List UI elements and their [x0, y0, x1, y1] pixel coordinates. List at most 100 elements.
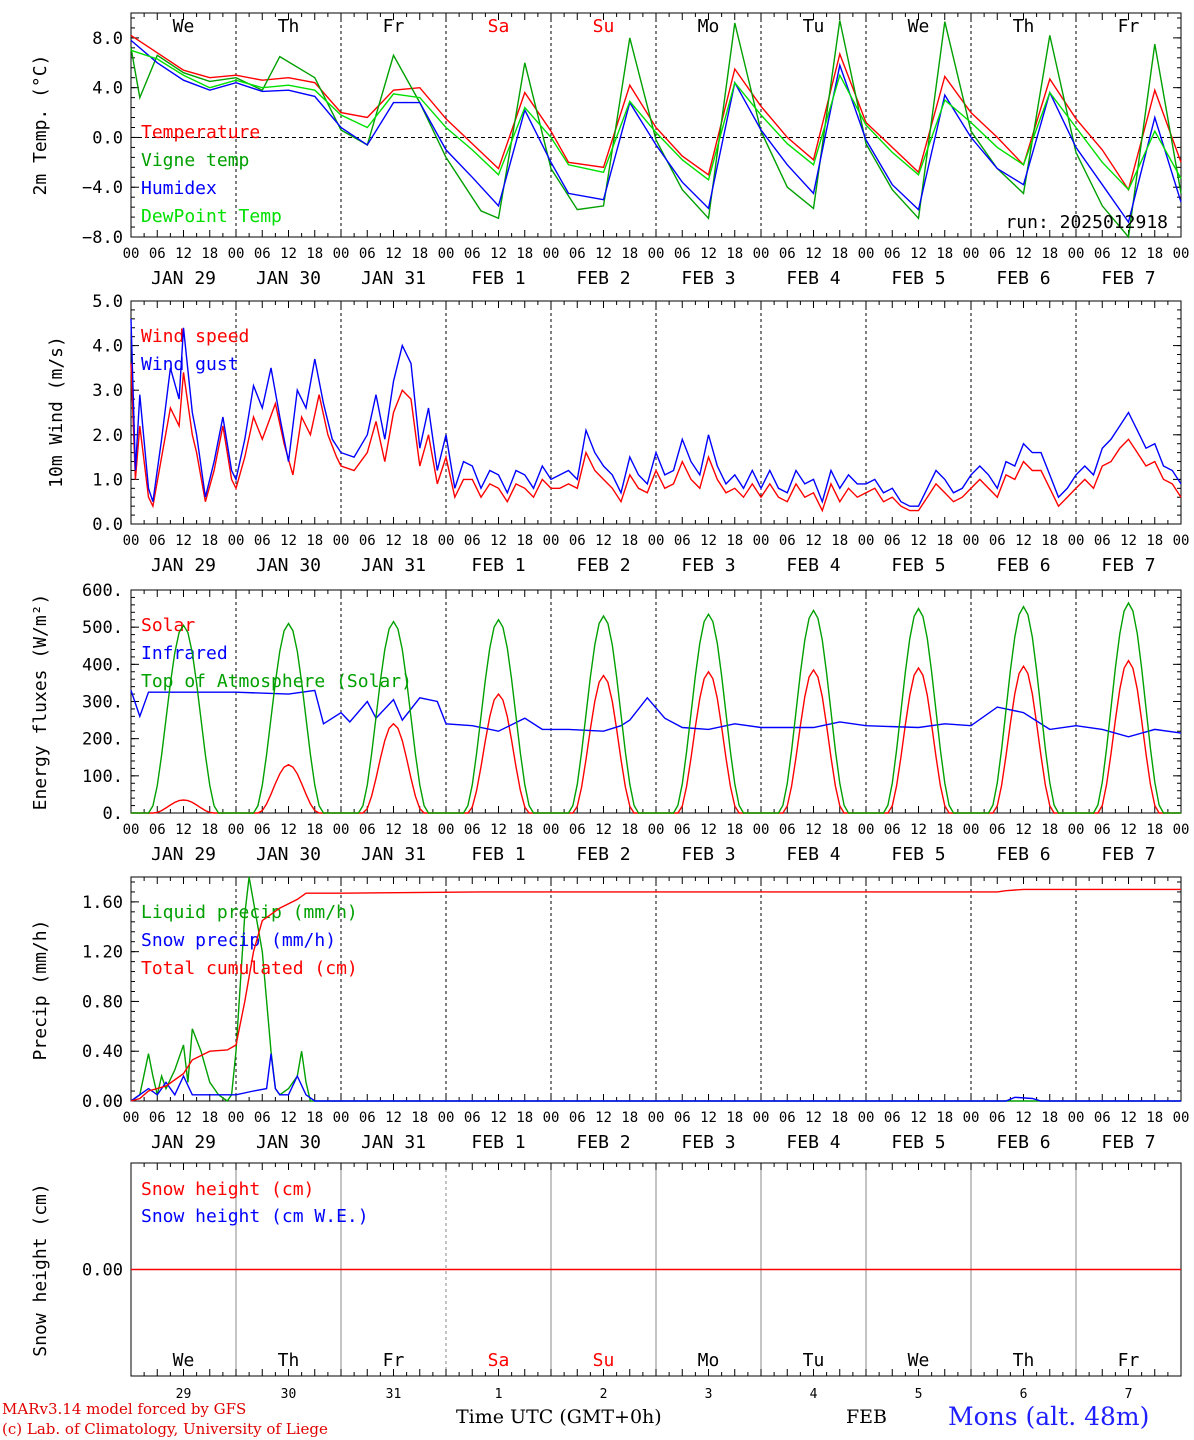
hour-label: 00: [333, 822, 350, 838]
y-tick-label: 0.0: [92, 515, 123, 535]
date-label: FEB 3: [681, 844, 735, 865]
day-number: 2: [600, 1387, 608, 1402]
day-name: We: [908, 1350, 930, 1371]
date-label: JAN 30: [256, 844, 321, 865]
hour-label: 12: [1015, 822, 1032, 838]
hour-label: 06: [149, 822, 166, 838]
hour-label: 00: [963, 533, 980, 549]
date-label: JAN 29: [151, 1132, 216, 1153]
hour-label: 00: [1068, 533, 1085, 549]
legend-entry: Solar: [141, 615, 195, 636]
date-label: FEB 6: [996, 268, 1050, 289]
hour-label: 18: [726, 822, 743, 838]
hour-label: 06: [884, 246, 901, 262]
date-label: JAN 31: [361, 555, 426, 576]
date-label: FEB 1: [471, 1132, 525, 1153]
hour-label: 00: [858, 1110, 875, 1126]
hour-label: 12: [490, 533, 507, 549]
day-name: We: [173, 16, 195, 37]
series-line-infrared: [130, 689, 1182, 738]
hour-label: 18: [201, 246, 218, 262]
y-tick-label: 0.0: [92, 128, 123, 148]
hour-label: 18: [726, 533, 743, 549]
legend-entry: Snow height (cm): [141, 1179, 314, 1200]
y-tick-label: 500.: [82, 618, 123, 638]
day-number: 30: [281, 1387, 297, 1402]
hour-label: 00: [228, 246, 245, 262]
date-label: FEB 1: [471, 268, 525, 289]
hour-label: 00: [963, 1110, 980, 1126]
day-name: Th: [278, 1350, 300, 1371]
legend-entry: DewPoint Temp: [141, 206, 282, 227]
hour-label: 12: [280, 822, 297, 838]
hour-label: 12: [175, 822, 192, 838]
date-label: JAN 30: [256, 268, 321, 289]
run-label: run: 2025012918: [1005, 212, 1168, 233]
hour-label: 00: [438, 533, 455, 549]
date-label: JAN 31: [361, 844, 426, 865]
day-name: Su: [593, 1350, 615, 1371]
date-label: FEB 7: [1101, 268, 1155, 289]
day-name: Tu: [803, 1350, 825, 1371]
y-tick-label: 5.0: [92, 292, 123, 312]
hour-label: 12: [175, 246, 192, 262]
series-line-wind-gust: [130, 318, 1182, 507]
hour-label: 12: [910, 822, 927, 838]
y-tick-label: 0.80: [82, 992, 123, 1012]
y-tick-label: 2.0: [92, 426, 123, 446]
hour-label: 18: [306, 246, 323, 262]
hour-label: 18: [411, 822, 428, 838]
hour-label: 06: [674, 246, 691, 262]
hour-label: 00: [123, 1110, 140, 1126]
hour-label: 00: [333, 533, 350, 549]
hour-label: 06: [569, 533, 586, 549]
date-label: FEB 5: [891, 844, 945, 865]
hour-label: 06: [674, 533, 691, 549]
day-name: Mo: [698, 1350, 720, 1371]
hour-label: 12: [1120, 533, 1137, 549]
hour-label: 00: [648, 822, 665, 838]
legend-entry: Vigne temp: [141, 150, 249, 171]
legend-entry: Temperature: [141, 122, 260, 143]
hour-label: 06: [359, 533, 376, 549]
y-tick-label: 0.40: [82, 1042, 123, 1062]
date-label: FEB 6: [996, 844, 1050, 865]
hour-label: 06: [884, 533, 901, 549]
date-label: JAN 31: [361, 1132, 426, 1153]
hour-label: 06: [989, 246, 1006, 262]
date-label: JAN 31: [361, 268, 426, 289]
day-name: Fr: [383, 16, 405, 37]
hour-label: 06: [1094, 822, 1111, 838]
hour-label: 18: [1041, 533, 1058, 549]
hour-label: 00: [858, 533, 875, 549]
hour-label: 06: [149, 533, 166, 549]
hour-label: 18: [516, 246, 533, 262]
hour-label: 18: [201, 822, 218, 838]
hour-label: 18: [516, 822, 533, 838]
hour-label: 18: [831, 822, 848, 838]
hour-label: 06: [674, 822, 691, 838]
day-name: We: [173, 1350, 195, 1371]
panel-5: 0.00 Snow height (cm) Snow height (cm) Snow…: [30, 1162, 1182, 1402]
hour-label: 18: [516, 1110, 533, 1126]
panel-4: 0.00 0.40 0.80 1.20 1.60 Precip (mm/h) Liquid …: [30, 876, 1189, 1153]
y-tick-label: 0.00: [82, 1261, 123, 1281]
series-line-total-cumulated-cm-: [130, 888, 1181, 1102]
location-label: Mons (alt. 48m): [948, 1402, 1150, 1431]
hour-label: 12: [700, 822, 717, 838]
hour-label: 12: [385, 1110, 402, 1126]
hour-label: 18: [306, 1110, 323, 1126]
date-label: FEB 1: [471, 844, 525, 865]
y-axis-label: Precip (mm/h): [30, 920, 51, 1061]
hour-label: 18: [621, 1110, 638, 1126]
hour-label: 00: [123, 822, 140, 838]
day-name: Fr: [383, 1350, 405, 1371]
legend-entry: Snow precip (mm/h): [141, 930, 336, 951]
time-axis-label: Time UTC (GMT+0h): [456, 1406, 662, 1428]
y-tick-label: 100.: [82, 767, 123, 787]
date-label: JAN 29: [151, 555, 216, 576]
hour-label: 12: [1015, 1110, 1032, 1126]
hour-label: 06: [464, 246, 481, 262]
hour-label: 00: [543, 1110, 560, 1126]
